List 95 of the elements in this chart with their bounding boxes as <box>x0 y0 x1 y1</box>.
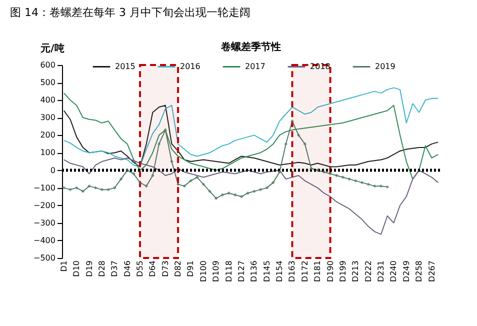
point <box>189 179 192 183</box>
y-axis-title: 元/吨 <box>40 42 64 54</box>
x-tick-label: D100 <box>198 260 208 282</box>
point <box>62 186 66 190</box>
chart-subtitle: 卷螺差季节性 <box>220 41 281 53</box>
point <box>94 186 98 190</box>
point <box>100 188 104 192</box>
x-tick-label: D231 <box>376 260 386 282</box>
point <box>252 190 256 194</box>
x-tick-label: D10 <box>72 260 82 277</box>
x-tick-label: D213 <box>351 260 360 282</box>
x-tick-label: D190 <box>326 260 335 282</box>
x-tick-label: D19 <box>84 260 94 277</box>
y-tick-label: −400 <box>34 236 56 245</box>
legend-label: 2015 <box>115 62 136 71</box>
x-tick-label: D172 <box>300 260 310 282</box>
point <box>233 193 237 197</box>
y-tick-label: 400 <box>40 96 56 105</box>
point <box>112 186 116 190</box>
x-tick-label: D249 <box>402 260 411 282</box>
point <box>290 119 294 123</box>
point <box>334 174 338 178</box>
legend-label: 2017 <box>245 62 266 71</box>
line-series <box>63 157 439 235</box>
x-tick-label: D82 <box>174 260 183 277</box>
x-tick-label: D267 <box>427 260 436 282</box>
y-tick-label: 0 <box>50 166 56 175</box>
point <box>360 180 364 184</box>
point <box>258 188 262 192</box>
point <box>88 184 92 188</box>
point <box>284 142 288 146</box>
point <box>227 191 231 195</box>
point <box>214 196 218 200</box>
x-tick-label: D145 <box>262 260 272 282</box>
x-tick-label: D163 <box>288 260 297 282</box>
x-tick-label: D55 <box>136 260 145 277</box>
point <box>208 190 212 194</box>
x-tick-label: D258 <box>414 260 424 282</box>
point <box>278 170 282 174</box>
line-series <box>63 87 439 168</box>
x-tick-label: D37 <box>110 260 120 277</box>
x-tick-label: D91 <box>186 260 196 277</box>
point <box>132 172 136 176</box>
x-tick-label: D154 <box>275 260 284 282</box>
x-tick-label: D118 <box>224 260 234 282</box>
point <box>74 186 78 190</box>
y-tick-label: 300 <box>40 113 56 122</box>
point <box>138 180 142 184</box>
legend-label: 2016 <box>180 62 200 71</box>
point <box>316 168 320 172</box>
chart-title: 图 14：卷螺差在每年 3 月中下旬会出现一轮走阔 <box>10 6 250 19</box>
point <box>328 172 332 176</box>
point <box>150 174 154 178</box>
point <box>240 194 244 198</box>
x-tick-label: D127 <box>236 260 246 282</box>
x-tick-label: D109 <box>212 260 221 282</box>
point <box>182 184 186 188</box>
x-tick-label: D28 <box>97 260 106 277</box>
point <box>379 184 383 188</box>
point <box>220 193 224 197</box>
x-tick-label: D181 <box>313 260 322 282</box>
point <box>265 186 269 190</box>
point <box>126 168 130 172</box>
point <box>303 142 307 146</box>
x-tick-label: D136 <box>250 260 259 282</box>
point <box>366 182 370 186</box>
line-series <box>63 104 439 168</box>
point <box>144 184 148 188</box>
y-tick-label: 200 <box>40 130 56 140</box>
y-tick-label: 100 <box>40 148 56 158</box>
point <box>354 179 358 183</box>
line-series <box>63 92 439 180</box>
x-tick-label: D1 <box>59 260 68 272</box>
x-tick-label: D199 <box>338 260 348 282</box>
y-tick-label: −300 <box>34 218 56 228</box>
legend-label: 2019 <box>375 62 396 71</box>
x-tick-label: D240 <box>389 260 398 282</box>
x-tick-label: D64 <box>148 260 158 277</box>
point <box>322 170 326 174</box>
y-tick-label: 600 <box>40 60 56 70</box>
point <box>68 188 72 192</box>
y-tick-label: −100 <box>34 183 56 192</box>
y-tick-label: −200 <box>34 200 56 210</box>
point <box>170 160 174 164</box>
point <box>386 185 390 189</box>
point <box>157 142 161 146</box>
x-tick-label: D222 <box>364 260 373 282</box>
legend-label: 2018 <box>310 62 330 71</box>
y-tick-label: 500 <box>40 78 56 88</box>
x-tick-label: D73 <box>160 260 170 277</box>
x-tick-label: D46 <box>122 260 132 277</box>
point <box>195 176 199 180</box>
point <box>106 188 110 192</box>
point <box>119 177 123 181</box>
y-tick-label: −500 <box>34 254 56 262</box>
